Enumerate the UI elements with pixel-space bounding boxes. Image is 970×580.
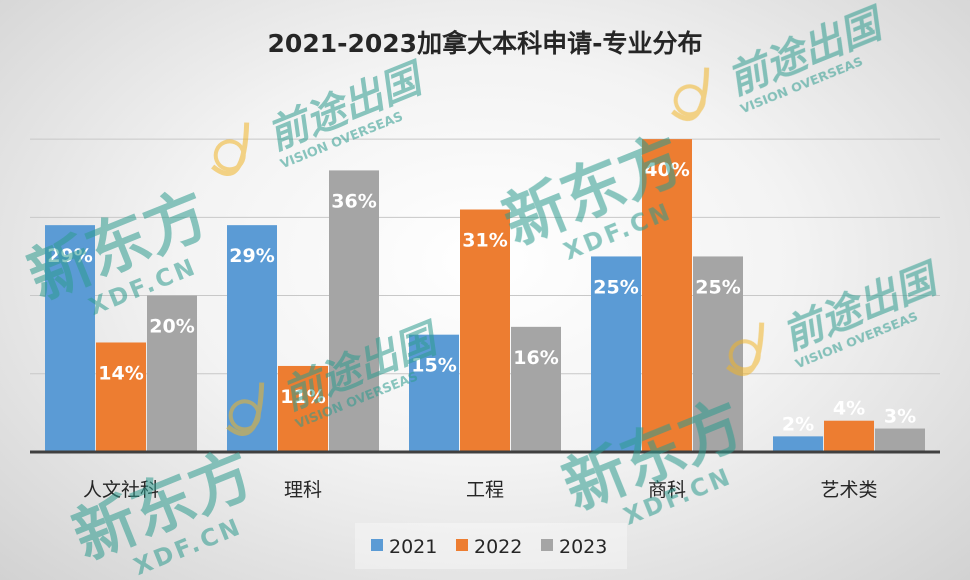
bar-2023-1 xyxy=(329,170,379,452)
data-label: 29% xyxy=(229,245,274,267)
data-label: 36% xyxy=(331,190,376,212)
legend-swatch xyxy=(541,539,553,551)
chart-title: 2021-2023加拿大本科申请-专业分布 xyxy=(268,29,703,58)
data-label: 31% xyxy=(462,230,507,252)
legend-swatch xyxy=(456,539,468,551)
category-labels: 人文社科 理科 工程 商科 艺术类 xyxy=(83,479,878,501)
vision-logo-swoosh xyxy=(726,322,765,376)
bar-2022-1 xyxy=(278,365,328,452)
vision-logo-swoosh xyxy=(671,67,710,121)
category-label: 商科 xyxy=(648,479,686,501)
data-label: 4% xyxy=(833,398,865,420)
bars xyxy=(45,139,925,452)
data-labels: 29% 14% 20% 29% 11% 36% 15% 31% 16% 25% 40% 25% 2% 4%… xyxy=(47,159,916,435)
data-label: 11% xyxy=(280,386,325,408)
legend-swatch xyxy=(371,539,383,551)
bar-2021-2 xyxy=(409,334,459,452)
data-label: 25% xyxy=(695,276,740,298)
bar-2021-4 xyxy=(773,436,823,452)
data-label: 14% xyxy=(98,362,143,384)
data-label: 15% xyxy=(411,355,456,377)
data-label: 3% xyxy=(884,406,916,428)
bar-2022-0 xyxy=(96,342,146,452)
legend-label: 2023 xyxy=(559,536,607,558)
bar-2023-2 xyxy=(511,326,561,452)
bar-2023-4 xyxy=(875,428,925,452)
data-label: 40% xyxy=(644,159,689,181)
data-label: 29% xyxy=(47,245,92,267)
category-label: 工程 xyxy=(466,479,504,501)
bar-2022-4 xyxy=(824,420,874,452)
legend: 2021 2022 2023 xyxy=(355,523,627,569)
data-label: 20% xyxy=(149,316,194,338)
bar-2022-3 xyxy=(642,139,692,452)
bar-2023-3 xyxy=(693,256,743,452)
category-label: 艺术类 xyxy=(820,479,877,501)
legend-box xyxy=(355,523,627,569)
vision-logo-swoosh xyxy=(211,122,250,176)
legend-label: 2022 xyxy=(474,536,522,558)
data-label: 16% xyxy=(513,347,558,369)
bar-2022-2 xyxy=(460,209,510,452)
bar-2021-1 xyxy=(227,225,277,452)
bar-2021-0 xyxy=(45,225,95,452)
legend-label: 2021 xyxy=(389,536,437,558)
category-label: 人文社科 xyxy=(83,479,159,501)
bar-2023-0 xyxy=(147,295,197,452)
vision-logo-swoosh xyxy=(226,382,265,436)
data-label: 2% xyxy=(782,413,814,435)
category-label: 理科 xyxy=(284,479,322,501)
bar-2021-3 xyxy=(591,256,641,452)
data-label: 25% xyxy=(593,276,638,298)
